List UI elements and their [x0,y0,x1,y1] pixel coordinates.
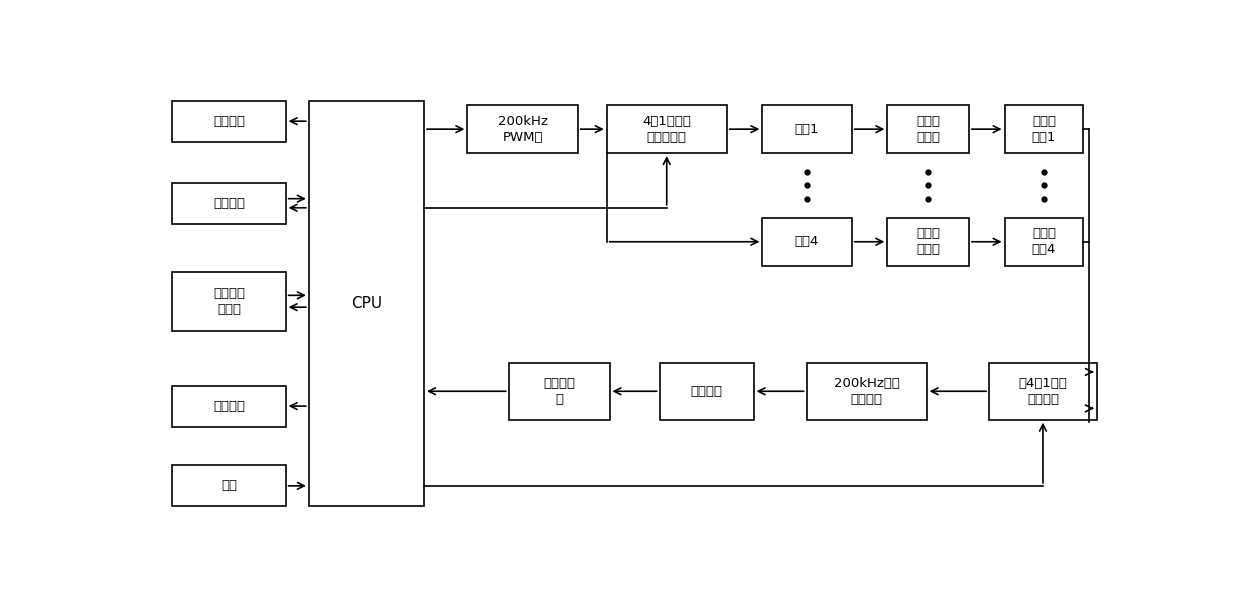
Text: 温度补偿: 温度补偿 [213,197,246,210]
Text: 数据通信: 数据通信 [213,115,246,128]
Text: 电压比较
器: 电压比较 器 [543,377,575,406]
Bar [172,385,285,427]
Text: CPU: CPU [351,296,382,311]
Bar [172,465,285,506]
Bar [888,105,968,153]
Bar [172,183,285,224]
Text: 4选1模拟开
关分时选择: 4选1模拟开 关分时选择 [642,115,691,144]
Text: 通道1: 通道1 [795,123,820,136]
Text: 超声波
探头1: 超声波 探头1 [1032,115,1056,144]
Text: 电源: 电源 [221,480,237,493]
Bar [806,363,926,420]
Text: 数据存储: 数据存储 [213,400,246,413]
Bar [172,101,285,141]
Text: 发射驱
动电路: 发射驱 动电路 [916,115,940,144]
Bar [660,363,754,420]
Bar [467,105,578,153]
Bar [1004,105,1084,153]
Text: 通道4: 通道4 [795,235,820,248]
Bar [508,363,610,420]
Text: 超声波
探头4: 超声波 探头4 [1032,227,1056,256]
Bar [606,105,727,153]
Text: 双4选1模拟
开关接收: 双4选1模拟 开关接收 [1018,377,1068,406]
Text: 200kHz窄带
滤波电路: 200kHz窄带 滤波电路 [833,377,899,406]
Bar [990,363,1096,420]
Bar [763,218,852,266]
Text: 后级放大: 后级放大 [691,385,723,398]
Bar [309,101,424,506]
Bar [172,272,285,331]
Bar [1004,218,1084,266]
Text: 200kHz
PWM波: 200kHz PWM波 [497,115,548,144]
Text: 发射驱
动电路: 发射驱 动电路 [916,227,940,256]
Text: 陀螺仪平
衡装置: 陀螺仪平 衡装置 [213,287,246,316]
Bar [888,218,968,266]
Bar [763,105,852,153]
